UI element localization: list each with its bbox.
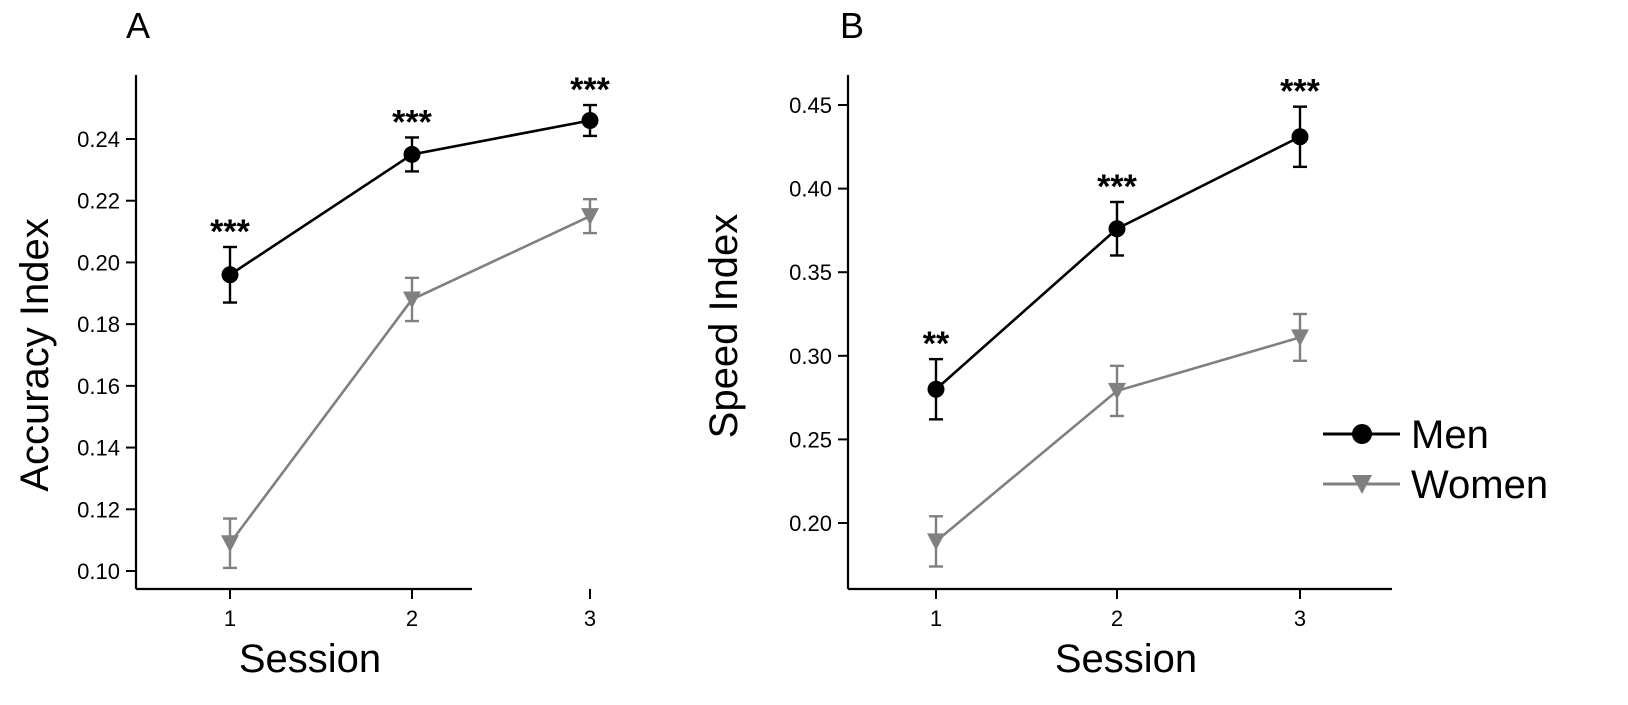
women-data-point (403, 291, 421, 309)
panel-letter: B (840, 5, 864, 46)
panel-letter: A (126, 5, 150, 46)
women-data-point (1108, 382, 1126, 400)
men-series-line (229, 119, 591, 276)
men-data-point (221, 266, 239, 284)
x-tick-label: 3 (1294, 606, 1306, 631)
women-data-point (1291, 329, 1309, 347)
men-data-point (927, 380, 945, 398)
women-data-point (581, 208, 599, 226)
significance-stars: *** (570, 71, 610, 109)
significance-stars: *** (392, 103, 432, 141)
y-tick-label: 0.35 (789, 260, 832, 285)
y-axis-title: Speed Index (702, 214, 746, 439)
y-tick-label: 0.24 (77, 127, 120, 152)
y-axis-title: Accuracy Index (13, 218, 57, 491)
men-data-point (581, 111, 599, 129)
significance-stars: *** (1097, 168, 1137, 206)
women-series-line (228, 214, 591, 545)
legend-men-marker (1352, 424, 1372, 444)
x-tick-label: 1 (930, 606, 942, 631)
men-data-point (1291, 128, 1309, 146)
x-axis-title: Session (1055, 637, 1197, 681)
x-tick-label: 2 (406, 606, 418, 631)
x-tick-label: 2 (1111, 606, 1123, 631)
y-tick-label: 0.45 (789, 93, 832, 118)
significance-stars: ** (923, 325, 950, 363)
y-tick-label: 0.40 (789, 177, 832, 202)
y-tick-label: 0.22 (77, 189, 120, 214)
y-tick-label: 0.10 (77, 559, 120, 584)
legend-men-label: Men (1411, 413, 1489, 457)
y-tick-label: 0.18 (77, 312, 120, 337)
y-tick-label: 0.16 (77, 374, 120, 399)
y-tick-label: 0.30 (789, 344, 832, 369)
significance-stars: *** (210, 213, 250, 251)
men-data-point (1108, 220, 1126, 238)
legend: Men Women (1323, 413, 1548, 507)
men-data-point (403, 145, 421, 163)
x-tick-label: 1 (224, 606, 236, 631)
women-data-point (221, 535, 239, 553)
x-tick-label: 3 (584, 606, 596, 631)
y-tick-label: 0.25 (789, 427, 832, 452)
y-tick-label: 0.20 (789, 511, 832, 536)
women-data-point (927, 533, 945, 551)
y-tick-label: 0.14 (77, 436, 120, 461)
panel-b: B 0.20 0.25 0.30 0.35 0.40 0.45 1 2 3 Session Speed… (702, 5, 1392, 681)
significance-stars: *** (1280, 73, 1320, 111)
legend-women-label: Women (1411, 463, 1548, 507)
y-tick-label: 0.20 (77, 250, 120, 275)
legend-women-marker (1352, 475, 1372, 494)
y-tick-label: 0.12 (77, 497, 120, 522)
panel-a: A 0.10 0.12 0.14 0.16 0.18 0.20 0.22 0.24 1 2 3 Sess… (13, 5, 611, 681)
x-axis-title: Session (239, 637, 381, 681)
